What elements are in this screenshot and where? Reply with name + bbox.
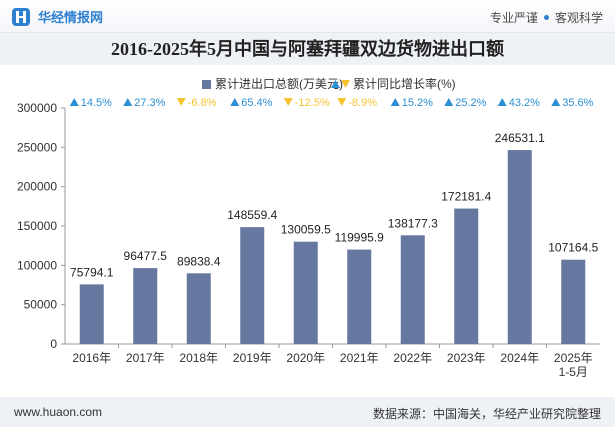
growth-rate-label: 27.3% <box>134 97 165 109</box>
bar[interactable] <box>79 284 104 344</box>
y-tick-label: 100000 <box>17 258 57 272</box>
x-tick-label: 2021年 <box>340 351 379 365</box>
bar-value-label: 148559.4 <box>227 208 277 222</box>
y-tick-label: 300000 <box>17 101 57 115</box>
y-tick-label: 150000 <box>17 219 57 233</box>
footer-website[interactable]: www.huaon.com <box>14 405 103 419</box>
growth-down-triangle-icon <box>283 98 293 106</box>
growth-rate-label: 14.5% <box>81 97 112 109</box>
bar-value-label: 107164.5 <box>548 241 598 255</box>
x-tick-label: 2020年 <box>286 351 325 365</box>
growth-rate-label: 15.2% <box>402 97 433 109</box>
bar[interactable] <box>293 241 318 344</box>
growth-down-triangle-icon <box>337 98 347 106</box>
bar[interactable] <box>347 249 372 344</box>
growth-up-triangle-icon <box>230 98 240 106</box>
x-tick-label: 2022年 <box>393 351 432 365</box>
legend-label-total: 累计进出口总额(万美元) <box>215 77 343 91</box>
legend-down-triangle-icon <box>341 80 350 88</box>
brand-logo-icon <box>12 7 30 26</box>
bar[interactable] <box>240 227 265 344</box>
y-tick-label: 0 <box>50 337 57 351</box>
x-tick-label: 2016年 <box>72 351 111 365</box>
x-tick-label: 2025年 1-5月 <box>554 351 593 379</box>
legend-swatch-total <box>202 80 211 89</box>
bar-value-label: 138177.3 <box>388 216 438 230</box>
chart-title: 2016-2025年5月中国与阿塞拜疆双边货物进出口额 <box>111 39 504 59</box>
growth-up-triangle-icon <box>390 98 400 106</box>
y-tick-label: 250000 <box>17 140 57 154</box>
brand[interactable]: 华经情报网 <box>12 7 103 26</box>
bar-value-label: 119995.9 <box>335 231 384 245</box>
bar[interactable] <box>561 259 586 344</box>
bar-value-label: 130059.5 <box>281 223 331 237</box>
bar-value-label: 246531.1 <box>495 131 545 145</box>
slogan: 专业严谨 客观科学 <box>490 9 603 26</box>
growth-rate-label: -8.9% <box>348 97 377 109</box>
growth-up-triangle-icon <box>497 98 507 106</box>
bar-value-label: 75794.1 <box>70 265 114 279</box>
bar-value-label: 89838.4 <box>177 254 221 268</box>
growth-rate-label: -6.8% <box>188 97 217 109</box>
slogan-separator-dot-icon <box>543 15 549 20</box>
x-tick-label: 2018年 <box>179 351 218 365</box>
growth-rate-label: 35.6% <box>562 97 593 109</box>
growth-row: 14.5% 27.3% -6.8% 65.4% -12.5% -8.9% 15.2% 25.2… <box>69 97 594 109</box>
bar[interactable] <box>186 273 211 344</box>
legend-up-triangle-icon <box>331 80 340 88</box>
x-tick-label: 2023年 <box>447 351 486 365</box>
footer-source: 数据来源：中国海关，华经产业研究院整理 <box>372 407 601 421</box>
bar-value-label: 96477.5 <box>124 249 168 263</box>
brand-name: 华经情报网 <box>38 10 104 25</box>
bar-value-label: 172181.4 <box>441 190 491 204</box>
footer: www.huaon.com 数据来源：中国海关，华经产业研究院整理 <box>0 397 615 427</box>
growth-rate-label: 25.2% <box>455 97 486 109</box>
growth-up-triangle-icon <box>69 98 79 106</box>
x-axis: 2016年 2017年 2018年 2019年 2020年 2021年 2022年 2023年… <box>65 343 600 379</box>
bars: 75794.1 96477.5 89838.4 148559.4 130059.5 119… <box>70 131 599 344</box>
x-tick-label: 2017年 <box>126 351 165 365</box>
slogan-right: 客观科学 <box>554 11 603 25</box>
x-tick-label: 2024年 <box>500 351 539 365</box>
growth-up-triangle-icon <box>551 98 561 106</box>
bar[interactable] <box>507 150 532 344</box>
y-tick-label: 200000 <box>17 180 57 194</box>
top-bar: 华经情报网 专业严谨 客观科学 <box>0 0 615 33</box>
legend-label-growth: 累计同比增长率(%) <box>353 76 456 91</box>
x-tick-label: 2019年 <box>233 351 272 365</box>
legend: 累计进出口总额(万美元) 累计同比增长率(%) <box>202 76 456 91</box>
growth-up-triangle-icon <box>123 98 133 106</box>
slogan-left: 专业严谨 <box>489 11 538 25</box>
growth-rate-label: -12.5% <box>295 97 330 109</box>
bar[interactable] <box>133 268 158 344</box>
y-tick-label: 50000 <box>24 298 58 312</box>
bar[interactable] <box>454 208 479 344</box>
y-axis: 0 50000 100000 150000 200000 250000 300000 <box>17 101 66 351</box>
growth-down-triangle-icon <box>176 98 186 106</box>
growth-up-triangle-icon <box>444 98 454 106</box>
bar-chart: 累计进出口总额(万美元) 累计同比增长率(%) 0 50000 100000 1500… <box>17 76 600 379</box>
growth-rate-label: 43.2% <box>509 97 540 109</box>
bar[interactable] <box>400 235 425 344</box>
growth-rate-label: 65.4% <box>241 97 272 109</box>
title-bar: 2016-2025年5月中国与阿塞拜疆双边货物进出口额 <box>0 33 615 65</box>
